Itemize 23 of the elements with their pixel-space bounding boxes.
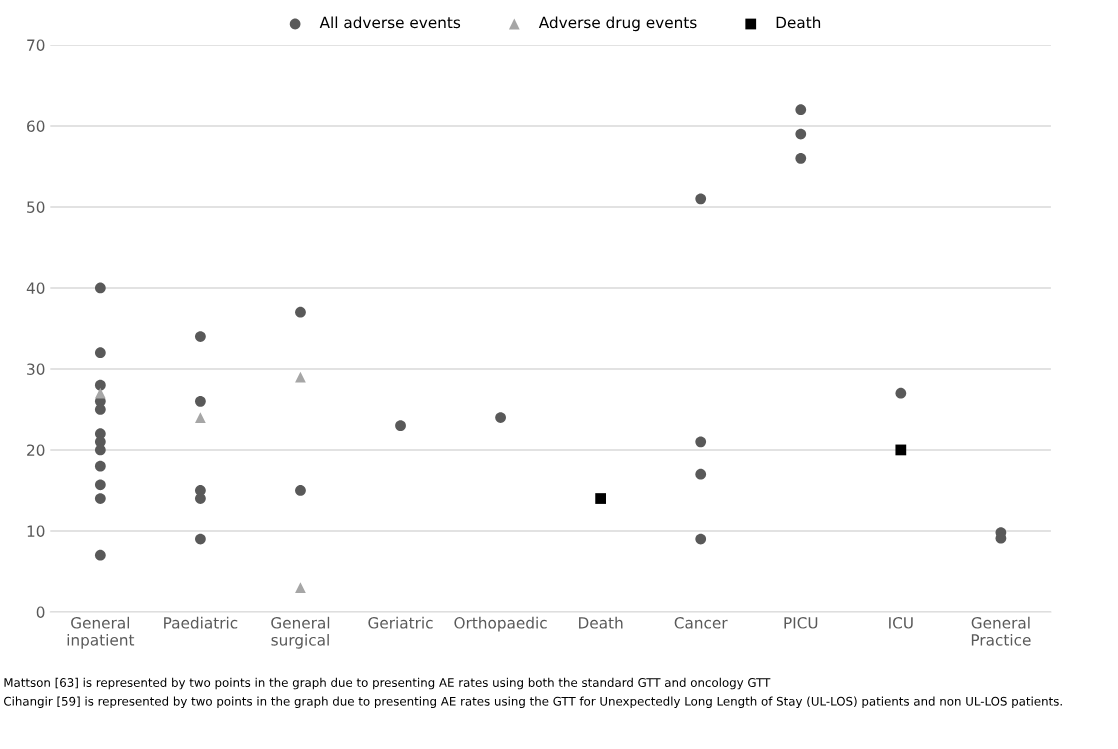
legend-label: All adverse events [319,16,461,29]
legend-label: Adverse drug events [538,16,697,32]
x-tick-label: Death [579,616,623,629]
y-tick-label: 70 [27,39,45,51]
legend-label: Death [776,16,821,29]
x-tick-label: Orthopaedic [454,616,547,632]
text: Mattson [63] is represented by two points in the graph due to presenting AE rates using both the standard GTT and oncology GTT [4,677,771,690]
y-tick-label: 40 [26,282,45,294]
x-tick-label: General inpatient [67,616,135,649]
y-tick-label: 0 [36,606,45,618]
x-tick-label: General Practice [971,616,1031,646]
x-tick-label: Paediatric [164,616,238,629]
y-tick-label: 60 [27,120,45,132]
x-tick-label: Geriatric [368,616,433,629]
y-tick-label: 10 [27,525,45,537]
text: Cihangir [59] is represented by two points in the graph due to presenting AE rates using the GTT for Unexpectedly Long Length of Stay (UL-LOS) patients and non UL-LOS patients. [4,696,1062,708]
x-tick-label: General surgical [271,616,330,649]
x-tick-label: ICU [889,617,913,629]
x-tick-label: Cancer [674,617,728,629]
y-tick-label: 50 [27,201,45,213]
y-tick-label: 20 [27,444,45,456]
x-tick-label: PICU [784,617,818,629]
y-tick-label: 30 [27,363,45,375]
